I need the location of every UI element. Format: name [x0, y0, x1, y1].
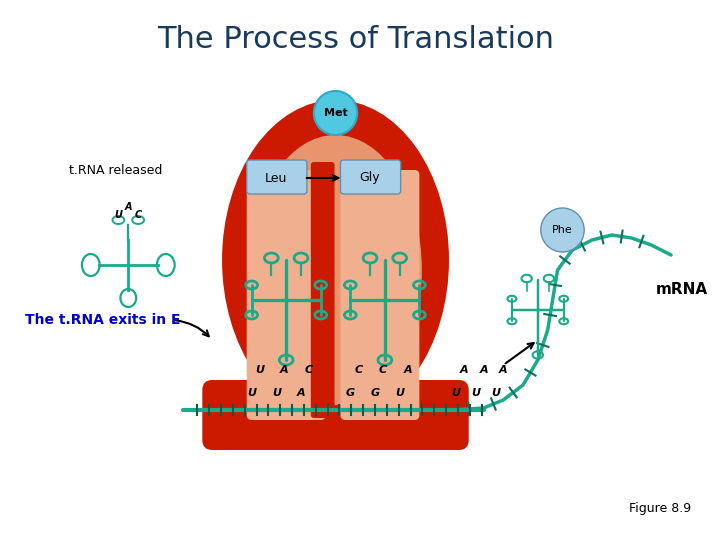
FancyBboxPatch shape [247, 170, 325, 420]
FancyBboxPatch shape [202, 380, 469, 450]
Text: Phe: Phe [552, 225, 573, 235]
Text: U: U [471, 388, 480, 398]
Text: C: C [354, 365, 362, 375]
Text: Figure 8.9: Figure 8.9 [629, 502, 690, 515]
FancyBboxPatch shape [247, 160, 307, 194]
Text: mRNA: mRNA [656, 282, 708, 298]
Ellipse shape [249, 135, 422, 405]
Text: A: A [499, 365, 508, 375]
Text: Leu: Leu [265, 172, 287, 185]
Circle shape [541, 208, 584, 252]
Text: U: U [491, 388, 500, 398]
Text: A: A [297, 388, 305, 398]
Text: C: C [379, 365, 387, 375]
Text: U: U [272, 388, 281, 398]
Text: A: A [125, 202, 132, 212]
Ellipse shape [222, 100, 449, 420]
Text: A: A [403, 365, 412, 375]
Text: C: C [135, 210, 142, 220]
Circle shape [314, 91, 357, 135]
FancyBboxPatch shape [341, 160, 400, 194]
Text: A: A [459, 365, 468, 375]
Text: A: A [480, 365, 488, 375]
Text: U: U [451, 388, 460, 398]
Text: The t.RNA exits in E: The t.RNA exits in E [24, 313, 180, 327]
FancyBboxPatch shape [341, 170, 419, 420]
Text: C: C [305, 365, 313, 375]
FancyBboxPatch shape [311, 162, 335, 418]
Text: G: G [346, 388, 355, 398]
Text: U: U [114, 210, 122, 220]
Text: Met: Met [323, 108, 347, 118]
Text: G: G [370, 388, 379, 398]
Text: U: U [247, 388, 256, 398]
Text: Gly: Gly [360, 172, 380, 185]
Text: U: U [395, 388, 404, 398]
Text: U: U [255, 365, 264, 375]
Text: t.RNA released: t.RNA released [69, 164, 163, 177]
Text: A: A [280, 365, 289, 375]
Text: The Process of Translation: The Process of Translation [157, 25, 554, 55]
